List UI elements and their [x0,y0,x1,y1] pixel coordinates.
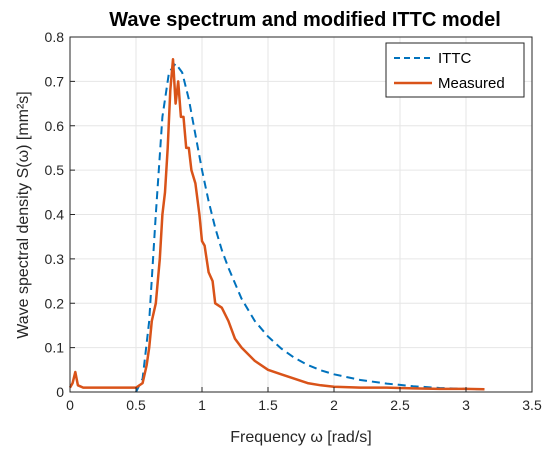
y-tick-label: 0.3 [45,251,65,267]
x-tick-label: 1 [198,397,206,413]
legend: ITTC Measured [385,42,525,98]
y-tick-label: 0.7 [45,73,65,89]
series-line-measured [68,57,485,391]
ticks: 0 0.5 1 1.5 2 2.5 3 3.5 0 0.1 0.2 0.3 0.4 0.5 0.6 0.7 0.… [45,29,542,413]
y-tick-label: 0.2 [45,295,65,311]
y-tick-label: 0.1 [45,340,65,356]
x-tick-label: 1.5 [258,397,278,413]
x-tick-label: 0 [66,397,74,413]
y-tick-label: 0.4 [45,207,65,223]
legend-label-ittc: ITTC [438,50,471,67]
x-tick-label: 2 [330,397,338,413]
y-tick-label: 0.8 [45,29,65,45]
y-axis-label: Wave spectral density S(ω) [mm²s] [15,91,32,339]
x-tick-label: 0.5 [126,397,146,413]
chart-title: Wave spectrum and modified ITTC model [109,9,501,31]
series-layer [68,57,485,393]
x-tick-label: 3.5 [522,397,542,413]
legend-label-measured: Measured [438,75,505,92]
legend-box [385,42,525,98]
y-tick-label: 0.6 [45,118,65,134]
x-tick-label: 2.5 [390,397,410,413]
x-tick-label: 3 [462,397,470,413]
y-tick-label: 0 [56,384,64,400]
y-tick-label: 0.5 [45,162,65,178]
x-axis-label: Frequency ω [rad/s] [230,429,371,446]
